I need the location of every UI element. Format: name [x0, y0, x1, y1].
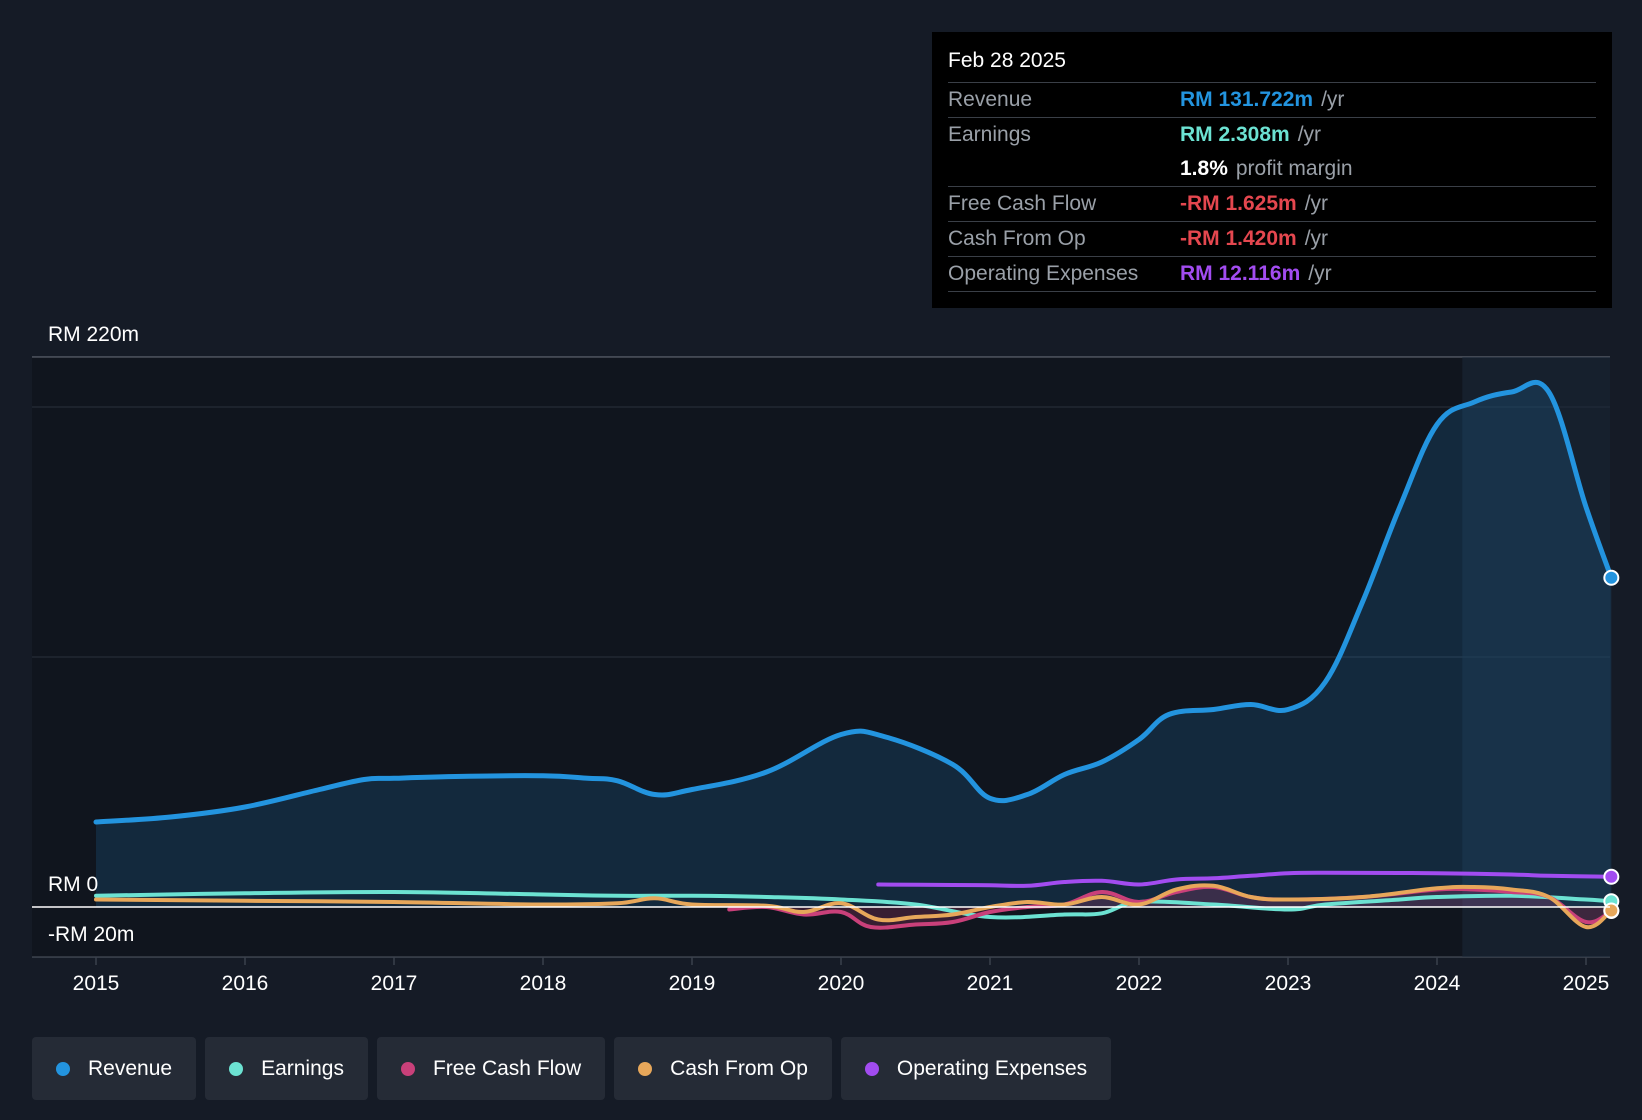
tooltip-unit: /yr: [1304, 192, 1329, 215]
tooltip-label: Operating Expenses: [948, 262, 1139, 285]
x-tick-label: 2016: [222, 972, 269, 995]
legend-dot-icon: [864, 1061, 879, 1076]
legend-item-earnings[interactable]: Earnings: [205, 1037, 368, 1100]
y-axis-labels: RM 220m RM 0 -RM 20m: [48, 323, 139, 946]
tooltip-row-cash-from-op: Cash From Op -RM 1.420m /yr: [948, 221, 1596, 256]
line-layer: [32, 379, 1620, 930]
earnings-line: [94, 889, 1614, 920]
tooltip-row-operating-expenses: Operating Expenses RM 12.116m /yr: [948, 256, 1596, 291]
tooltip-unit: /yr: [1308, 262, 1332, 285]
tooltip-unit: /yr: [1304, 227, 1329, 250]
tooltip-row-free-cash-flow: Free Cash Flow -RM 1.625m /yr: [948, 186, 1596, 221]
area-layer: [96, 382, 1612, 928]
revenue-area: [96, 382, 1612, 907]
y-tick-label: RM 0: [48, 873, 98, 896]
cash-from-op-line: [94, 883, 1614, 930]
free-cash-flow-line: [727, 884, 1614, 930]
x-tick-label: 2018: [520, 972, 567, 995]
x-axis-labels: 2015 2016 2017 2018 2019 2020 2021 2022 2023 2024…: [73, 957, 1610, 995]
x-tick-label: 2021: [967, 972, 1014, 995]
legend-dot-icon: [400, 1061, 415, 1076]
tooltip-label: Earnings: [948, 123, 1031, 146]
tooltip-unit: /yr: [1297, 123, 1322, 146]
tooltip-divider: [948, 291, 1596, 292]
forecast-highlight-band: [1462, 357, 1610, 957]
x-tick-label: 2017: [371, 972, 418, 995]
legend-item-operating-expenses[interactable]: Operating Expenses: [840, 1037, 1112, 1100]
legend-item-free-cash-flow[interactable]: Free Cash Flow: [376, 1037, 606, 1100]
legend-label: Free Cash Flow: [432, 1056, 582, 1080]
tooltip-value: -RM 1.420m: [1180, 227, 1297, 250]
x-tick-label: 2019: [669, 972, 716, 995]
x-tick-label: 2024: [1414, 972, 1461, 995]
x-tick-label: 2020: [818, 972, 865, 995]
tooltip-value: RM 131.722m: [1180, 88, 1314, 111]
cash-from-op-endpoint: [1603, 902, 1620, 919]
tooltip-unit: profit margin: [1235, 157, 1353, 180]
legend-label: Cash From Op: [670, 1056, 808, 1080]
tooltip-label: Free Cash Flow: [948, 192, 1097, 215]
tooltip-unit: /yr: [1321, 88, 1345, 111]
operating-expenses-line: [876, 870, 1614, 888]
tooltip-panel: Feb 28 2025 Revenue RM 131.722m /yr Earn…: [932, 32, 1612, 308]
legend-label: Earnings: [261, 1056, 344, 1080]
tooltip-value: RM 2.308m: [1180, 123, 1290, 146]
x-tick-label: 2022: [1116, 972, 1163, 995]
y-tick-label: RM 220m: [48, 323, 139, 346]
tooltip-label: Cash From Op: [948, 227, 1086, 250]
legend: Revenue Earnings Free Cash Flow Cash Fro…: [32, 1037, 1112, 1100]
tooltip-value: -RM 1.625m: [1180, 192, 1297, 215]
revenue-line: [93, 379, 1614, 825]
legend-label: Revenue: [88, 1056, 173, 1080]
tooltip-value: 1.8%: [1180, 157, 1228, 180]
legend-dot-icon: [229, 1061, 244, 1076]
legend-dot-icon: [56, 1061, 70, 1076]
legend-item-revenue[interactable]: Revenue: [32, 1037, 197, 1100]
tooltip-date: Feb 28 2025: [948, 49, 1066, 72]
tooltip-row-revenue: Revenue RM 131.722m /yr: [948, 82, 1596, 117]
x-tick-label: 2023: [1265, 972, 1312, 995]
tooltip-row-profit-margin: 1.8% profit margin: [948, 152, 1596, 186]
tooltip-row-earnings: Earnings RM 2.308m /yr: [948, 117, 1596, 152]
operating-expenses-endpoint: [1603, 868, 1620, 885]
revenue-endpoint: [1603, 569, 1620, 586]
tooltip-label: Revenue: [948, 88, 1033, 111]
tooltip-value: RM 12.116m: [1180, 262, 1301, 285]
free-cash-flow-area: [729, 886, 1612, 928]
legend-item-cash-from-op[interactable]: Cash From Op: [614, 1037, 832, 1100]
legend-dot-icon: [638, 1061, 653, 1076]
x-tick-label: 2015: [73, 972, 120, 995]
y-tick-label: -RM 20m: [48, 923, 134, 946]
grid-layer: [32, 356, 1610, 958]
legend-label: Operating Expenses: [896, 1056, 1088, 1080]
x-tick-label: 2025: [1563, 972, 1610, 995]
